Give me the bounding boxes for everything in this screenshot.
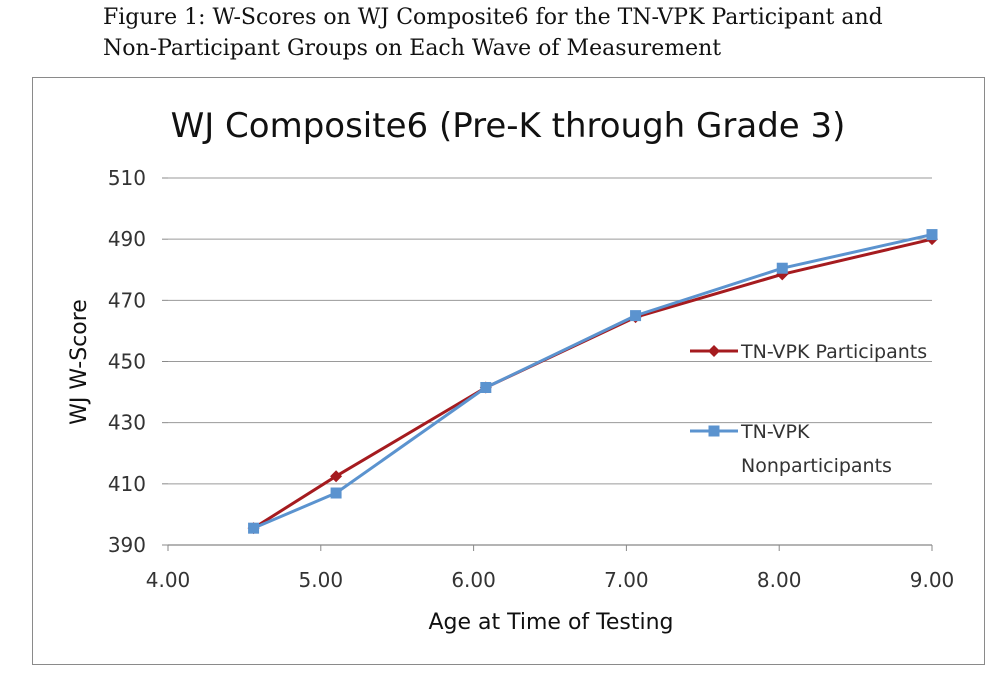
y-tick-label: 510 (108, 166, 146, 190)
data-point (926, 229, 938, 241)
y-tick-label: 450 (108, 350, 146, 374)
chart-title: WJ Composite6 (Pre-K through Grade 3) (171, 106, 846, 146)
data-point (630, 310, 642, 322)
series-0 (247, 233, 938, 535)
gridlines (168, 177, 932, 485)
x-axis-label: Age at Time of Testing (428, 610, 673, 635)
axes: 390 410 430 450 470 490 510 4.00 5.00 6.00 7.00 8.0… (108, 166, 954, 592)
data-point (480, 381, 492, 393)
series-line (252, 233, 933, 530)
series-line (252, 237, 933, 530)
series-1 (248, 229, 938, 534)
legend-marker-nonparticipants (708, 425, 720, 437)
y-tick-label: 410 (108, 472, 146, 496)
figure-caption-line-2: Non-Participant Groups on Each Wave of M… (103, 36, 722, 61)
x-tick-label: 4.00 (146, 568, 191, 592)
figure-caption: Figure 1: W-Scores on WJ Composite6 for … (103, 2, 983, 64)
x-tick-label: 6.00 (451, 568, 496, 592)
series-layer (247, 229, 938, 535)
legend-label-participants: TN-VPK Participants (740, 341, 927, 363)
data-point (776, 262, 788, 274)
legend-label-nonparticipants-line1: TN-VPK (740, 421, 810, 443)
data-point (248, 522, 260, 534)
data-point (330, 487, 342, 499)
figure-caption-line-1: Figure 1: W-Scores on WJ Composite6 for … (103, 5, 883, 30)
chart-frame (32, 77, 985, 665)
legend: TN-VPK Participants TN-VPK Nonparticipants (690, 341, 927, 477)
x-tick-label: 9.00 (910, 568, 955, 592)
x-tick-label: 5.00 (299, 568, 344, 592)
data-point (330, 470, 343, 483)
legend-label-nonparticipants-line2: Nonparticipants (741, 455, 892, 477)
y-tick-label: 490 (108, 227, 146, 251)
y-tick-label: 390 (108, 533, 146, 557)
y-tick-label: 430 (108, 411, 146, 435)
x-tick-label: 7.00 (604, 568, 649, 592)
y-tick-label: 470 (108, 288, 146, 312)
x-tick-label: 8.00 (757, 568, 802, 592)
legend-marker-participants (708, 345, 720, 357)
y-axis-label: WJ W-Score (67, 299, 92, 425)
